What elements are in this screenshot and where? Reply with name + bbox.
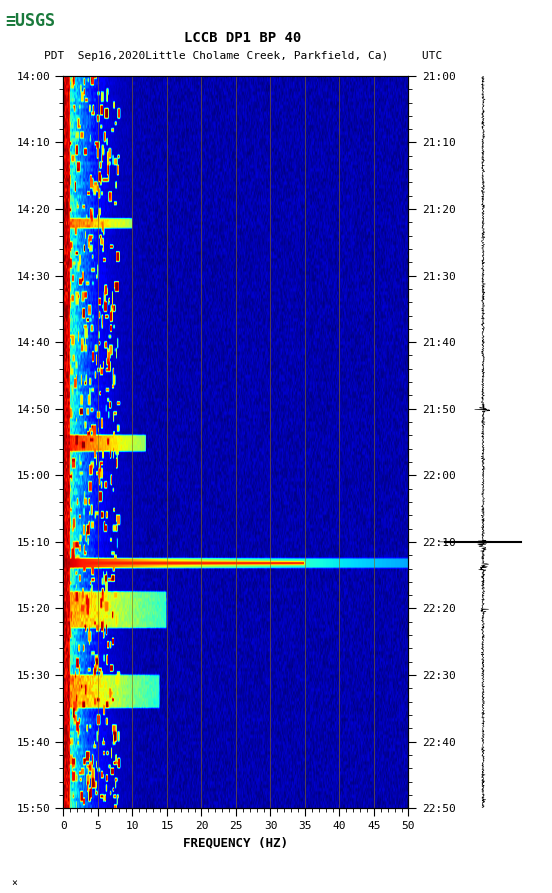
X-axis label: FREQUENCY (HZ): FREQUENCY (HZ) [183,837,289,850]
Text: PDT  Sep16,2020Little Cholame Creek, Parkfield, Ca)     UTC: PDT Sep16,2020Little Cholame Creek, Park… [44,51,442,62]
Text: LCCB DP1 BP 40: LCCB DP1 BP 40 [184,31,301,46]
Text: ×: × [11,878,17,888]
Text: ≡USGS: ≡USGS [6,13,56,30]
